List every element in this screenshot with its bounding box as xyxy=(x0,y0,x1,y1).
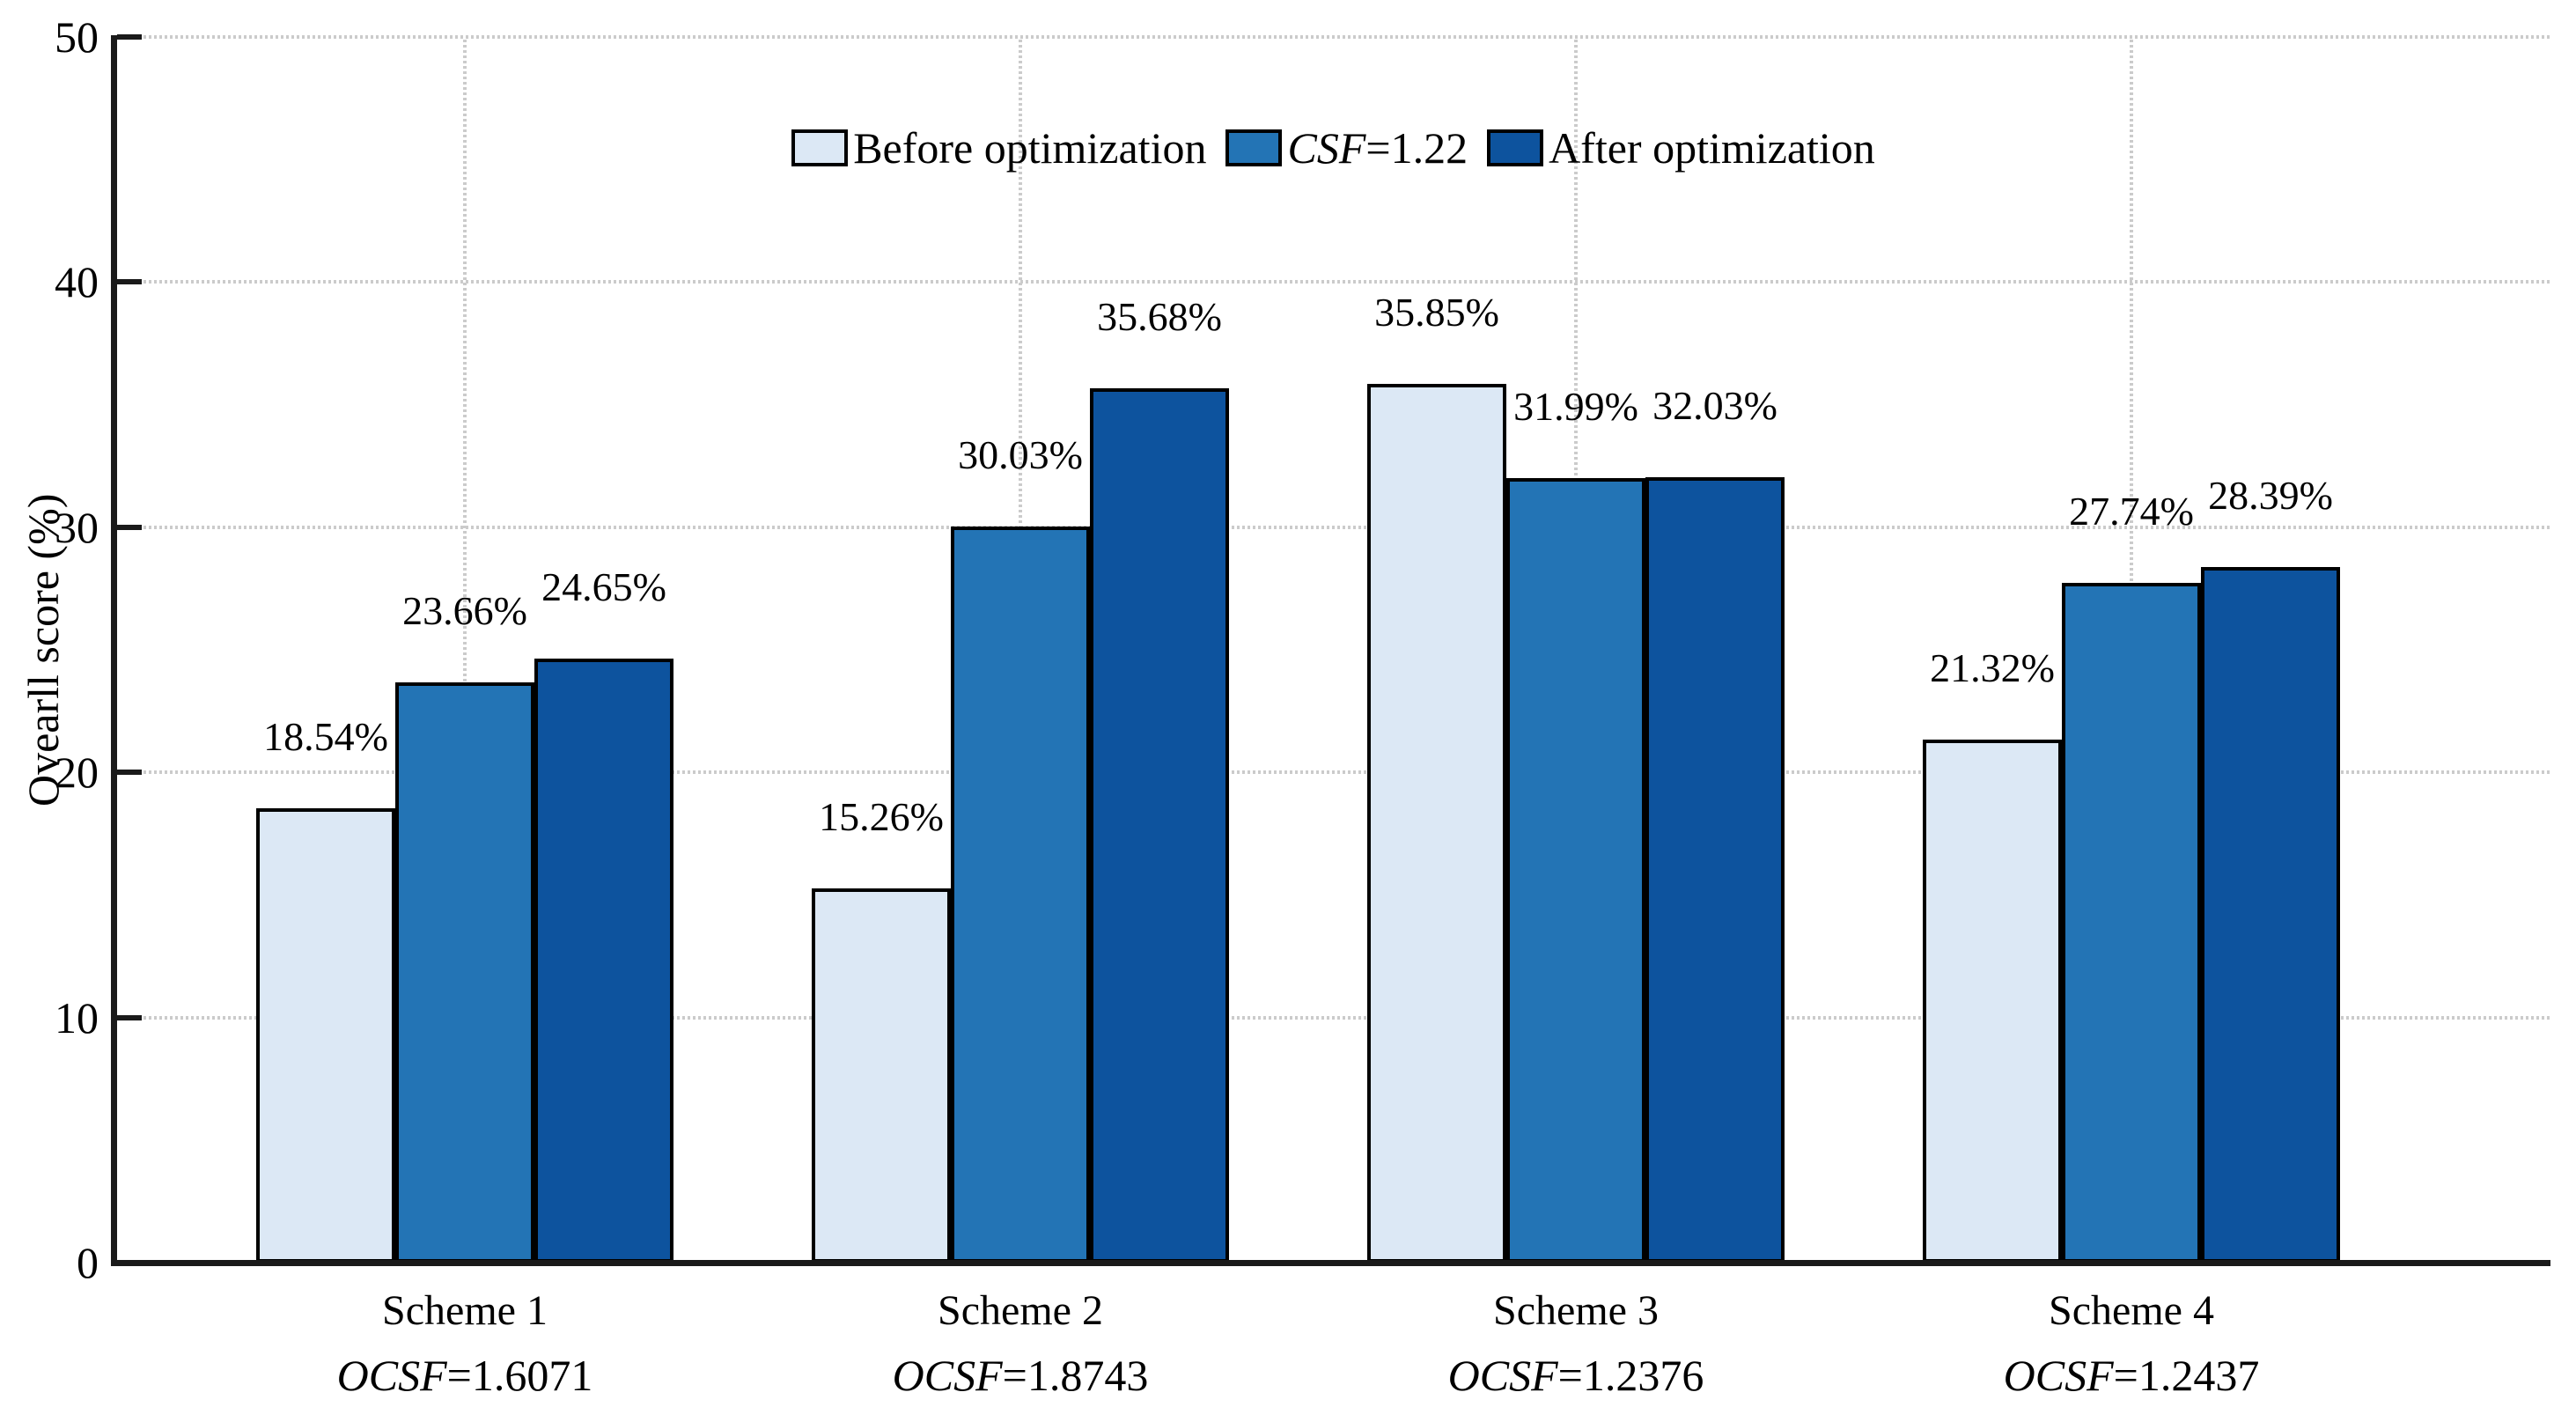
bar-value-label: 35.85% xyxy=(1374,289,1499,335)
legend-swatch-3 xyxy=(1487,129,1544,166)
legend-item-2: CSF=1.22 xyxy=(1225,122,1468,173)
x-category-label-3: Scheme 3 xyxy=(1493,1287,1659,1334)
x-axis-line xyxy=(111,1260,2550,1266)
text-part: After optimization xyxy=(1549,123,1875,173)
legend-label-2: CSF=1.22 xyxy=(1287,122,1468,173)
y-tick-label-50: 50 xyxy=(55,12,99,62)
h-gridline-30 xyxy=(117,525,2550,529)
bar-csf-1-22-scheme-4 xyxy=(2062,582,2201,1263)
text-part: =1.6071 xyxy=(446,1351,593,1400)
bar-value-label: 23.66% xyxy=(402,588,527,634)
bar-after-optimization-scheme-2 xyxy=(1090,387,1229,1263)
text-part: =1.22 xyxy=(1365,123,1468,173)
y-tick-40 xyxy=(117,279,142,285)
y-axis-title: Ovearll score (%) xyxy=(18,493,68,807)
bar-before-optimization-scheme-1 xyxy=(256,807,395,1263)
y-tick-label-20: 20 xyxy=(55,748,99,798)
h-gridline-10 xyxy=(117,1015,2550,1020)
bar-value-label: 35.68% xyxy=(1097,293,1222,339)
x-category-label-4: Scheme 4 xyxy=(2049,1287,2214,1334)
bar-value-label: 15.26% xyxy=(819,794,944,840)
legend-swatch-2 xyxy=(1225,129,1283,166)
x-category-sublabel-4: OCSF=1.2437 xyxy=(1850,1351,2413,1400)
bar-before-optimization-scheme-2 xyxy=(812,888,951,1263)
text-part: =1.2437 xyxy=(2113,1351,2260,1400)
h-gridline-20 xyxy=(117,770,2550,775)
italic-text-part: CSF xyxy=(1287,123,1366,173)
bar-value-label: 28.39% xyxy=(2208,472,2333,518)
y-tick-50 xyxy=(117,34,142,40)
legend-label-1: Before optimization xyxy=(853,122,1206,173)
bar-before-optimization-scheme-4 xyxy=(1923,740,2062,1263)
x-category-sublabel-2: OCSF=1.8743 xyxy=(739,1351,1302,1400)
bar-value-label: 32.03% xyxy=(1652,383,1777,429)
y-tick-label-10: 10 xyxy=(55,992,99,1042)
bar-csf-1-22-scheme-1 xyxy=(395,682,534,1263)
bar-value-label: 31.99% xyxy=(1513,384,1638,430)
y-tick-label-40: 40 xyxy=(55,257,99,307)
bar-after-optimization-scheme-4 xyxy=(2201,566,2340,1263)
legend-item-3: After optimization xyxy=(1487,122,1875,173)
bar-value-label: 30.03% xyxy=(958,431,1083,477)
bar-value-label: 18.54% xyxy=(263,713,388,759)
x-category-label-1: Scheme 1 xyxy=(382,1287,548,1334)
y-axis-line xyxy=(111,35,117,1266)
text-part: =1.2376 xyxy=(1557,1351,1704,1400)
y-tick-label-30: 30 xyxy=(55,502,99,552)
bar-csf-1-22-scheme-3 xyxy=(1506,478,1645,1263)
x-category-sublabel-1: OCSF=1.6071 xyxy=(183,1351,747,1400)
v-gridline-1 xyxy=(463,37,467,1263)
bar-after-optimization-scheme-1 xyxy=(534,658,673,1263)
x-category-sublabel-3: OCSF=1.2376 xyxy=(1294,1351,1858,1400)
legend-item-1: Before optimization xyxy=(791,122,1206,173)
h-gridline-40 xyxy=(117,280,2550,284)
h-gridline-50 xyxy=(117,35,2550,39)
italic-text-part: OCSF xyxy=(892,1351,1003,1400)
text-part: Before optimization xyxy=(853,123,1207,173)
italic-text-part: OCSF xyxy=(1447,1351,1558,1400)
italic-text-part: OCSF xyxy=(2003,1351,2114,1400)
bar-value-label: 21.32% xyxy=(1930,645,2055,691)
y-tick-label-0: 0 xyxy=(77,1238,99,1287)
text-part: =1.8743 xyxy=(1002,1351,1149,1400)
legend-swatch-1 xyxy=(791,129,849,166)
x-category-label-2: Scheme 2 xyxy=(938,1287,1103,1334)
y-tick-20 xyxy=(117,770,142,776)
italic-text-part: OCSF xyxy=(336,1351,447,1400)
legend: Before optimization CSF=1.22 After optimiz… xyxy=(117,120,2550,176)
bar-after-optimization-scheme-3 xyxy=(1645,477,1785,1263)
bar-value-label: 24.65% xyxy=(541,564,666,609)
bar-csf-1-22-scheme-2 xyxy=(951,526,1090,1263)
y-tick-30 xyxy=(117,524,142,530)
y-tick-10 xyxy=(117,1014,142,1020)
legend-label-3: After optimization xyxy=(1549,122,1875,173)
bar-before-optimization-scheme-3 xyxy=(1367,383,1506,1263)
bar-value-label: 27.74% xyxy=(2069,488,2194,534)
